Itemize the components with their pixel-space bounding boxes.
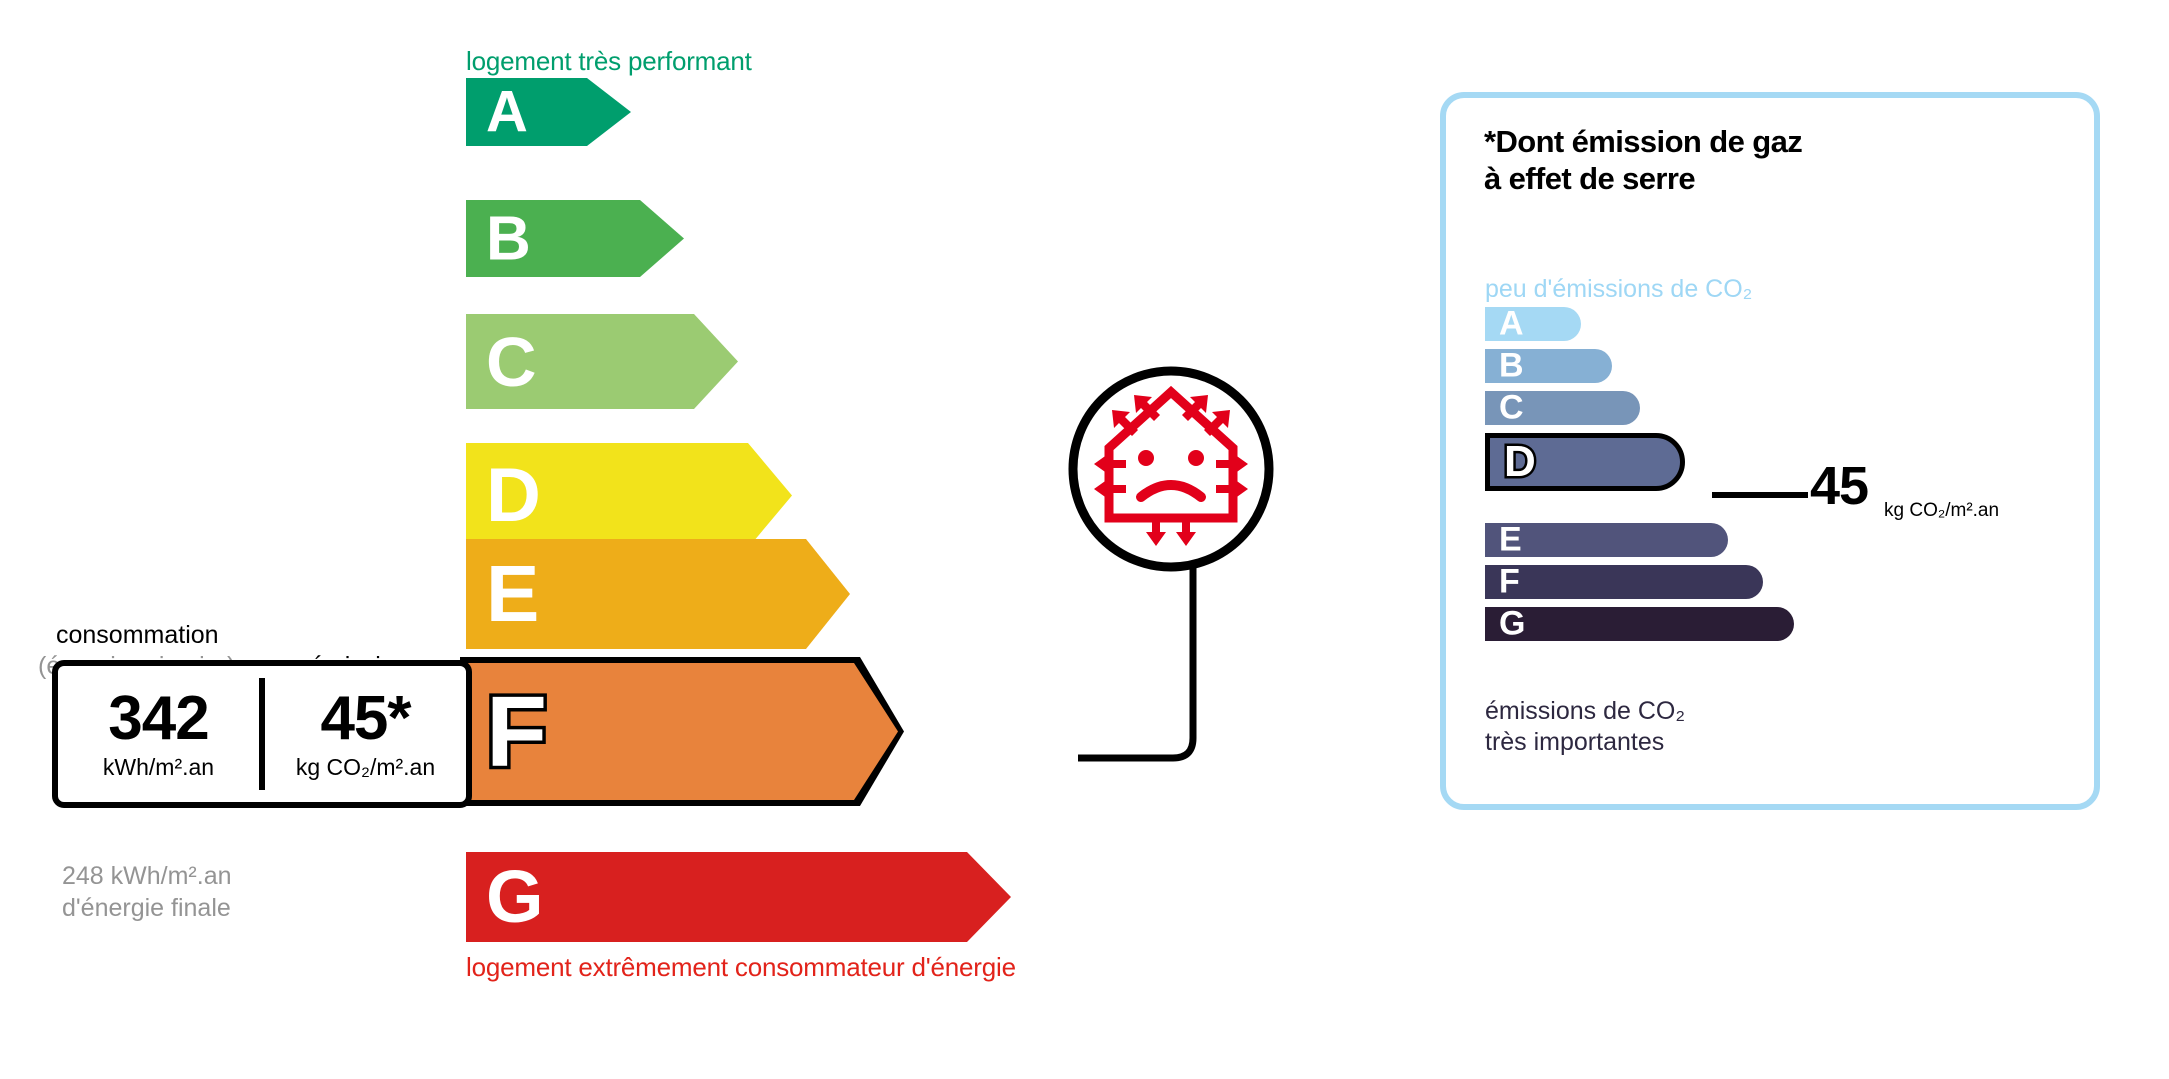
ges-class-letter-a: A [1499,304,1524,343]
ges-bar-c: C [1485,391,1640,425]
connector-line [1078,470,1197,762]
consumption-label: consommation [56,621,219,649]
energy-class-row-b: B [466,200,684,277]
energy-class-row-g: G [466,852,1011,942]
primary-energy-cell: 342 kWh/m².an [58,666,259,802]
primary-energy-unit: kWh/m².an [102,753,215,780]
ges-class-row-c: C [1485,391,1640,425]
ges-class-row-f: F [1485,565,1763,599]
primary-energy-value: 342 [108,683,209,753]
energy-class-letter-b: B [486,203,531,273]
energy-class-letter-a: A [486,79,528,145]
ges-class-letter-e: E [1499,520,1522,559]
ges-bottom-caption: émissions de CO₂ très importantes [1485,697,1686,756]
energy-bar-b: B [466,200,684,277]
energy-bottom-caption: logement extrêmement consommateur d'éner… [466,952,1016,982]
energy-class-row-d: D [466,443,792,548]
energy-class-letter-d: D [486,452,541,538]
final-energy-line2: d'énergie finale [62,894,231,922]
ges-class-letter-g: G [1499,604,1526,643]
energy-class-row-e: E [466,539,850,649]
sad-house-heat-loss-icon [1068,366,1274,572]
energy-class-letter-c: C [486,322,537,401]
ges-class-letter-f: F [1499,562,1520,601]
final-energy-line1: 248 kWh/m².an [62,862,232,890]
energy-bar-a: A [466,78,631,146]
ges-bar-d: D [1485,433,1685,491]
ges-bar-a: A [1485,307,1581,341]
ges-class-row-e: E [1485,523,1728,557]
energy-class-row-a: A [466,78,631,146]
ges-class-row-g: G [1485,607,1794,641]
value-box-divider [259,678,265,790]
ges-class-letter-c: C [1499,388,1524,427]
ges-panel-title: *Dont émission de gaz à effet de serre [1484,124,1803,197]
co2-value: 45* [320,683,411,753]
ges-class-letter-d: D [1502,437,1539,487]
ges-class-row-b: B [1485,349,1612,383]
energy-class-letter-g: G [486,854,544,938]
ges-class-row-a: A [1485,307,1581,341]
ges-bar-b: B [1485,349,1612,383]
co2-unit: kg CO₂/m².an [295,753,436,780]
energy-bar-c: C [466,314,738,409]
co2-cell: 45* kg CO₂/m².an [265,666,466,802]
ges-leader-line [1712,492,1808,498]
ges-bar-f: F [1485,565,1763,599]
energy-class-row-f: F [466,663,898,800]
energy-class-row-c: C [466,314,738,409]
energy-bar-f: F [466,663,898,800]
final-energy-note: 248 kWh/m².an d'énergie finale [62,860,232,924]
energy-top-caption: logement très performant [466,46,752,76]
energy-class-letter-f: F [486,675,548,788]
energy-bar-g: G [466,852,1011,942]
ges-value-unit: kg CO₂/m².an [1884,500,2000,521]
energy-value-box: 342 kWh/m².an 45* kg CO₂/m².an [52,660,472,808]
ges-class-letter-b: B [1499,346,1524,385]
energy-bar-e: E [466,539,850,649]
ges-value: 45 [1810,456,1869,516]
ges-class-row-d: D [1485,433,1685,491]
energy-bar-d: D [466,443,792,548]
ges-bar-g: G [1485,607,1794,641]
ges-top-caption: peu d'émissions de CO₂ [1485,275,1753,303]
ges-bar-e: E [1485,523,1728,557]
energy-class-letter-e: E [486,549,540,639]
